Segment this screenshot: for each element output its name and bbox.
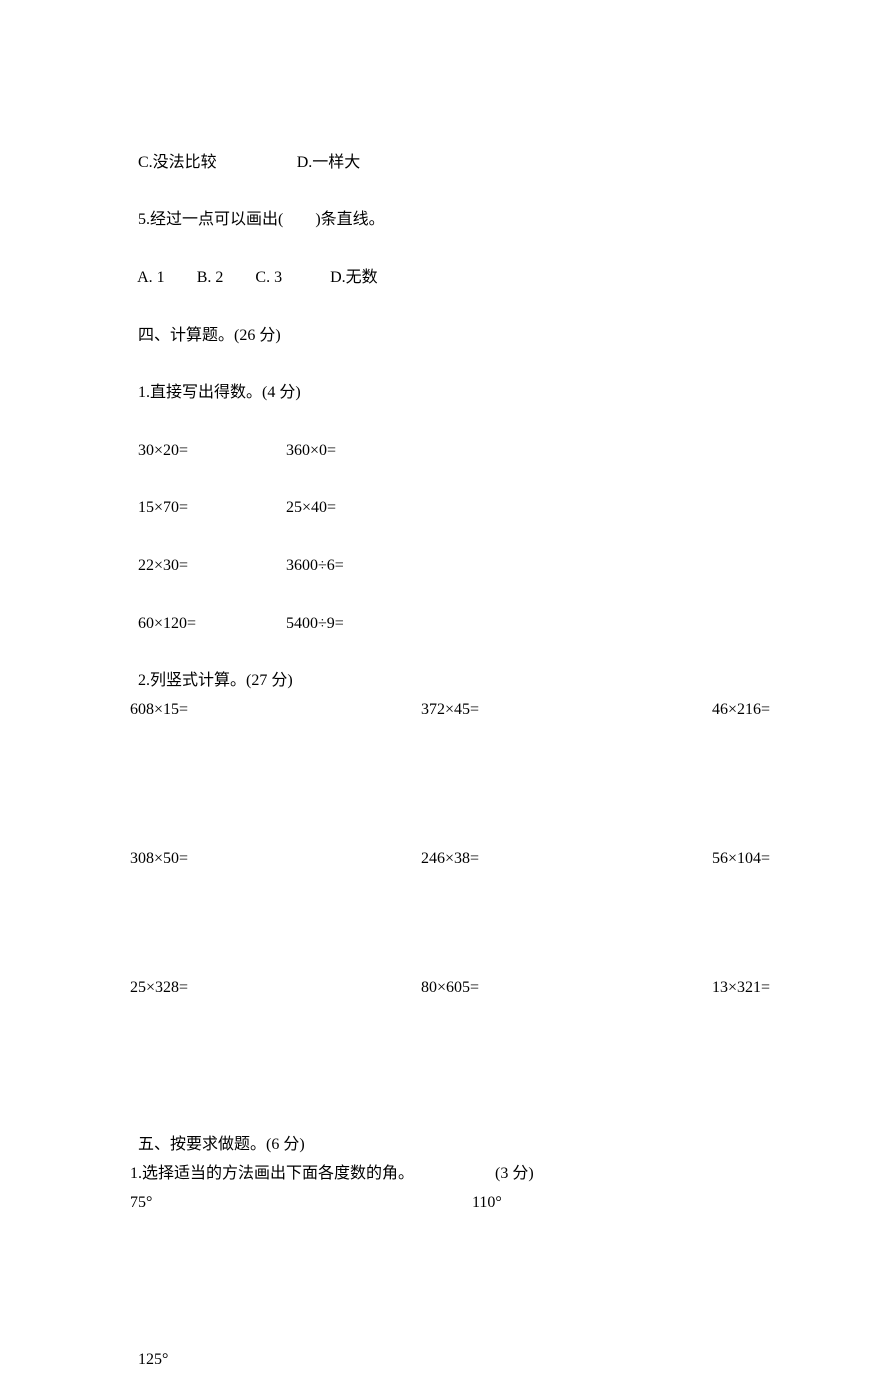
q3-opt-c: C.没法比较 [138, 154, 217, 171]
section4-sub1-title: 1.直接写出得数。(4 分) [130, 350, 758, 408]
q5-stem-text: 5.经过一点可以画出( )条直线。 [138, 211, 385, 228]
vert-calc-row: 25×328= 80×605= 13×321= [130, 974, 770, 1003]
q5-options: A. 1 B. 2 C. 3 D.无数 [130, 235, 758, 293]
q5-opt-c: C. 3 [255, 269, 282, 286]
q3-options-cd: C.没法比较 D.一样大 [130, 120, 758, 178]
calc-cell: 25×40= [286, 499, 336, 516]
vert-calc-cell: 46×216= [712, 696, 770, 725]
calc-cell: 30×20= [138, 437, 286, 466]
calc-cell: 360×0= [286, 442, 336, 459]
section5-sub1-stem: 1.选择适当的方法画出下面各度数的角。 [130, 1160, 495, 1189]
q5-opt-b: B. 2 [197, 269, 224, 286]
calc-cell: 3600÷6= [286, 557, 344, 574]
angle-value: 125° [138, 1351, 168, 1368]
vert-calc-cell: 13×321= [712, 974, 770, 1003]
q3-opt-d: D.一样大 [297, 154, 361, 171]
q5-opt-a: A. 1 [137, 269, 165, 286]
section5-sub1-points: (3 分) [495, 1160, 534, 1189]
vert-calc-row: 608×15= 372×45= 46×216= [130, 696, 770, 725]
section4-sub1-title-text: 1.直接写出得数。(4 分) [138, 384, 301, 401]
vert-calc-cell: 25×328= [130, 974, 188, 1003]
calc-cell: 15×70= [138, 494, 286, 523]
vert-calc-cell: 372×45= [421, 696, 479, 725]
calc-row: 22×30=3600÷6= [130, 523, 758, 581]
vert-calc-cell: 308×50= [130, 845, 188, 874]
angle-value: 75° [130, 1189, 472, 1218]
section5-sub1-line: 1.选择适当的方法画出下面各度数的角。 (3 分) [130, 1160, 758, 1189]
calc-cell: 22×30= [138, 552, 286, 581]
section5-title: 五、按要求做题。(6 分) [130, 1102, 758, 1160]
calc-row: 30×20=360×0= [130, 408, 758, 466]
calc-row: 60×120=5400÷9= [130, 581, 758, 639]
calc-cell: 60×120= [138, 610, 286, 639]
workspace-spacer [130, 874, 758, 974]
workspace-spacer [130, 1002, 758, 1102]
angle-row-1: 75° 110° [130, 1189, 758, 1218]
vert-calc-cell: 246×38= [421, 845, 479, 874]
angle-row-2: 125° [130, 1318, 758, 1375]
q5-opt-d: D.无数 [330, 269, 378, 286]
section4-title: 四、计算题。(26 分) [130, 293, 758, 351]
vert-calc-cell: 608×15= [130, 696, 188, 725]
vert-calc-row: 308×50= 246×38= 56×104= [130, 845, 770, 874]
calc-row: 15×70=25×40= [130, 466, 758, 524]
section4-title-text: 四、计算题。(26 分) [138, 327, 281, 344]
q5-stem: 5.经过一点可以画出( )条直线。 [130, 178, 758, 236]
vert-calc-cell: 80×605= [421, 974, 479, 1003]
section4-sub2-title-text: 2.列竖式计算。(27 分) [138, 672, 293, 689]
workspace-spacer [130, 1218, 758, 1318]
section4-sub2-title: 2.列竖式计算。(27 分) [130, 638, 758, 696]
vert-calc-cell: 56×104= [712, 845, 770, 874]
calc-cell: 5400÷9= [286, 615, 344, 632]
workspace-spacer [130, 725, 758, 845]
angle-value: 110° [472, 1189, 502, 1218]
section5-title-text: 五、按要求做题。(6 分) [138, 1136, 305, 1153]
